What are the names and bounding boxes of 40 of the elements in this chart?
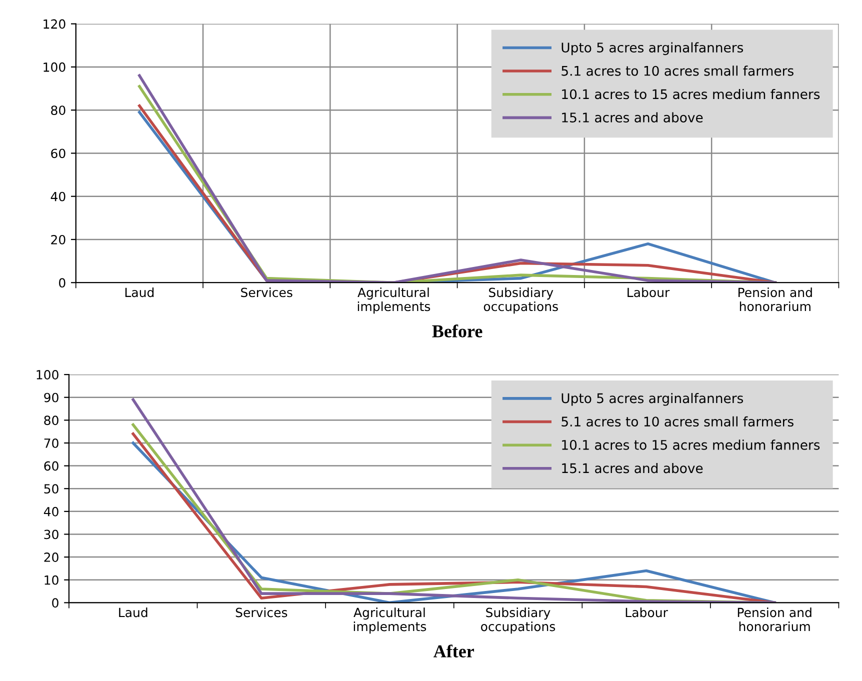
y-tick-label: 100 (36, 370, 58, 380)
y-tick-label: 60 (51, 148, 66, 158)
x-axis-title: After (433, 644, 474, 658)
y-tick-label: 60 (44, 461, 58, 471)
y-tick-label: 20 (51, 234, 66, 244)
x-tick-label: Pension and honorarium (738, 287, 812, 312)
legend-label: 10.1 acres to 15 acres medium fanners (562, 440, 820, 450)
legend-label: 5.1 acres to 10 acres small farmers (562, 416, 794, 427)
y-tick-label: 90 (44, 392, 58, 402)
legend-label: Upto 5 acres arginalfanners (562, 393, 744, 406)
legend-label: 15.1 acres and above (562, 463, 703, 474)
x-axis-title: Before (432, 324, 482, 338)
y-tick-label: 30 (44, 530, 58, 540)
legend-label: Upto 5 acres arginalfanners (562, 42, 744, 56)
x-tick-label: Services (241, 287, 292, 298)
x-tick-label: Pension and honorarium (738, 608, 812, 632)
x-tick-label: Laud (119, 608, 148, 618)
y-tick-label: 40 (50, 192, 66, 202)
y-tick-label: 50 (44, 484, 58, 494)
y-tick-label: 20 (44, 552, 58, 562)
y-tick-label: 80 (44, 416, 58, 426)
y-tick-label: 80 (51, 106, 66, 116)
x-tick-label: Subsidiary occupations (484, 287, 558, 314)
x-tick-label: Services (236, 608, 288, 618)
y-tick-label: 10 (44, 575, 58, 585)
legend-label: 15.1 acres and above (562, 112, 703, 122)
legend-label: 10.1 acres to 15 acres medium fanners (562, 88, 820, 100)
x-tick-label: Labour (628, 287, 670, 298)
x-tick-label: Laud (125, 287, 154, 298)
x-tick-label: Agricultural implements (354, 608, 426, 634)
y-tick-label: 120 (44, 19, 66, 29)
x-tick-label: Labour (626, 608, 668, 618)
x-tick-label: Subsidiary occupations (480, 608, 556, 634)
x-tick-label: Agricultural implements (358, 287, 430, 314)
legend-label: 5.1 acres to 10 acres small farmers (562, 66, 794, 76)
y-tick-label: 70 (44, 438, 58, 448)
y-tick-label: 40 (44, 506, 58, 516)
y-tick-label: 100 (44, 62, 66, 72)
y-tick-label: 0 (52, 598, 58, 608)
y-tick-label: 0 (59, 278, 66, 288)
